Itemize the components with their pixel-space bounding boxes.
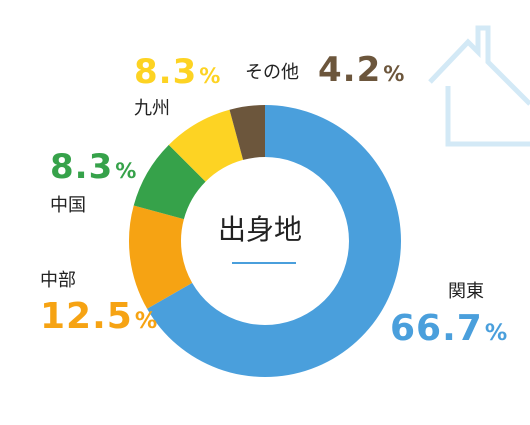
- label-kanto-unit: %: [484, 320, 508, 346]
- label-kanto-name: 関東: [448, 281, 484, 302]
- slice-4: [229, 105, 265, 160]
- label-chugoku-unit: %: [115, 158, 137, 183]
- label-chubu-unit: %: [134, 308, 158, 334]
- slice-3: [168, 109, 244, 182]
- label-other-value: 4.2%: [318, 53, 404, 87]
- label-chubu-name: 中部: [40, 270, 76, 291]
- label-kanto-number: 66.7: [390, 308, 483, 349]
- slice-0: [147, 105, 402, 377]
- label-chugoku-number: 8.3: [50, 147, 114, 187]
- label-chugoku-name: 中国: [50, 195, 86, 216]
- label-kyushu-value: 8.3%: [134, 55, 220, 89]
- label-other-name: その他: [245, 62, 299, 83]
- label-chubu-value: 12.5%: [40, 299, 157, 335]
- label-other-unit: %: [383, 61, 405, 86]
- center-title: 出身地: [217, 213, 302, 246]
- slice-1: [129, 205, 193, 309]
- label-chubu-number: 12.5: [40, 296, 133, 337]
- label-kanto-value: 66.7%: [390, 311, 507, 347]
- label-chugoku-value: 8.3%: [50, 150, 136, 184]
- label-kyushu-name: 九州: [134, 98, 170, 119]
- label-kyushu-number: 8.3: [134, 52, 198, 92]
- slice-2: [133, 144, 206, 220]
- label-kyushu-unit: %: [199, 63, 221, 88]
- label-other-number: 4.2: [318, 50, 382, 90]
- center-underline: [232, 262, 296, 264]
